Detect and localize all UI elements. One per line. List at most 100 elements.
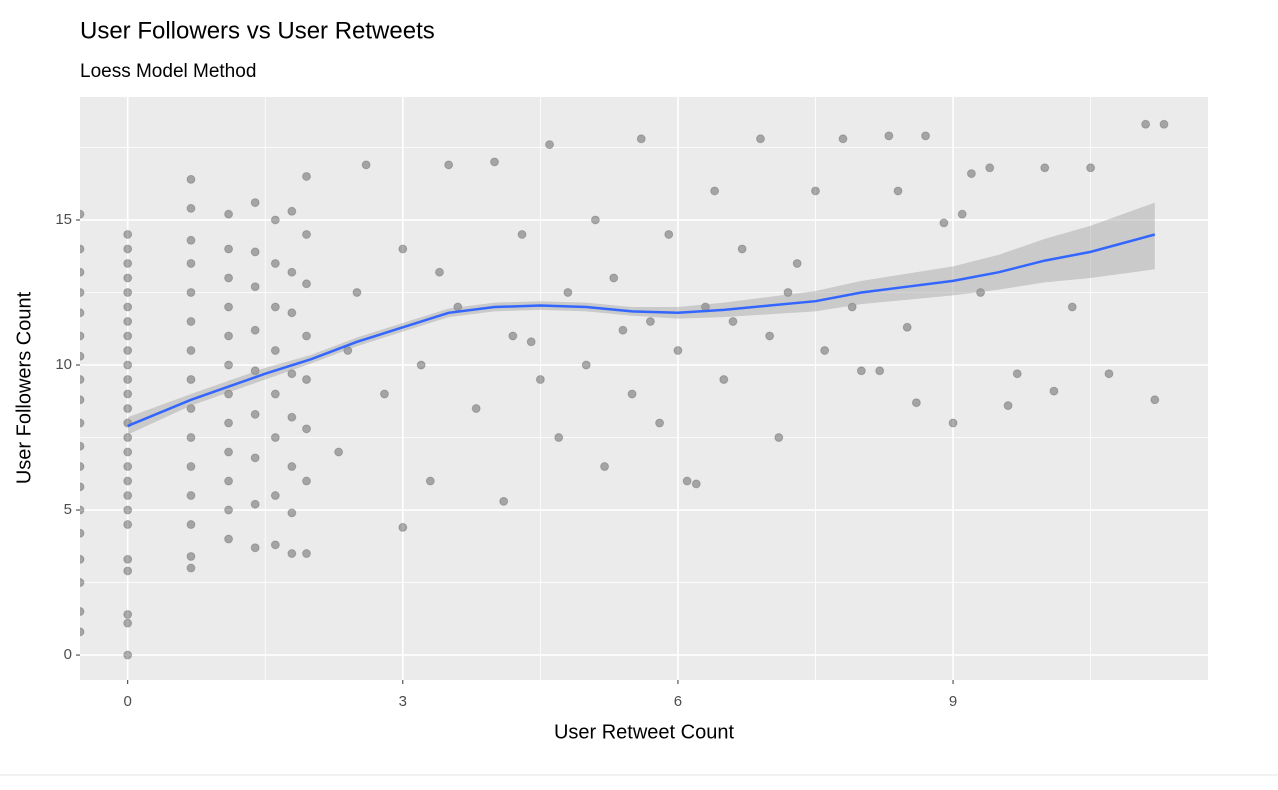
point — [224, 302, 234, 312]
point — [123, 375, 133, 385]
point — [123, 331, 133, 341]
point — [902, 322, 912, 332]
point — [361, 160, 371, 170]
point — [224, 447, 234, 457]
point — [302, 424, 312, 434]
point — [224, 418, 234, 428]
point — [270, 491, 280, 501]
point — [287, 412, 297, 422]
point — [123, 462, 133, 472]
point — [123, 505, 133, 515]
point — [80, 528, 85, 538]
point — [123, 491, 133, 501]
point — [590, 215, 600, 225]
point — [490, 157, 500, 167]
point — [719, 375, 729, 385]
x-axis-title: User Retweet Count — [554, 721, 735, 743]
point — [966, 169, 976, 179]
x-tick-label: 0 — [124, 693, 132, 710]
point — [123, 302, 133, 312]
point — [691, 479, 701, 489]
point — [526, 337, 536, 347]
point — [985, 163, 995, 173]
point — [80, 627, 85, 637]
point — [250, 366, 260, 376]
point — [856, 366, 866, 376]
point — [287, 308, 297, 318]
point — [123, 258, 133, 268]
point — [224, 505, 234, 515]
point — [416, 360, 426, 370]
point — [425, 476, 435, 486]
point — [352, 287, 362, 297]
point — [673, 346, 683, 356]
point — [80, 482, 85, 492]
point — [875, 366, 885, 376]
point — [270, 433, 280, 443]
point — [884, 131, 894, 141]
point — [535, 375, 545, 385]
x-tick-label: 6 — [674, 693, 682, 710]
point — [186, 287, 196, 297]
point — [270, 346, 280, 356]
point — [250, 499, 260, 509]
point — [710, 186, 720, 196]
point — [645, 316, 655, 326]
point — [123, 360, 133, 370]
point — [627, 389, 637, 399]
point — [80, 331, 85, 341]
point — [636, 134, 646, 144]
point — [80, 209, 85, 219]
point — [379, 389, 389, 399]
point — [1040, 163, 1050, 173]
point — [728, 316, 738, 326]
point — [250, 543, 260, 553]
smooth-line — [127, 233, 1156, 428]
point — [765, 331, 775, 341]
point — [545, 140, 555, 150]
point — [270, 302, 280, 312]
point — [921, 131, 931, 141]
point — [80, 441, 85, 451]
point — [893, 186, 903, 196]
point — [80, 418, 85, 428]
point — [302, 331, 312, 341]
point — [250, 247, 260, 257]
point — [939, 218, 949, 228]
point — [302, 279, 312, 289]
point — [186, 174, 196, 184]
point — [186, 462, 196, 472]
point — [186, 404, 196, 414]
point — [123, 447, 133, 457]
point — [80, 244, 85, 254]
point — [80, 287, 85, 297]
point — [581, 360, 591, 370]
point — [123, 650, 133, 660]
point — [838, 134, 848, 144]
point — [976, 287, 986, 297]
point — [287, 508, 297, 518]
point — [123, 433, 133, 443]
point — [655, 418, 665, 428]
point — [80, 554, 85, 564]
point — [847, 302, 857, 312]
point — [1012, 369, 1022, 379]
point — [250, 198, 260, 208]
point — [224, 360, 234, 370]
point — [224, 389, 234, 399]
point — [123, 520, 133, 530]
y-tick-label: 0 — [64, 646, 72, 663]
point — [334, 447, 344, 457]
point — [250, 453, 260, 463]
point — [123, 476, 133, 486]
point — [123, 609, 133, 619]
point — [600, 462, 610, 472]
point — [186, 346, 196, 356]
point — [123, 229, 133, 239]
point — [820, 346, 830, 356]
y-tick-label: 15 — [55, 211, 72, 228]
point — [80, 462, 85, 472]
point — [186, 203, 196, 213]
point — [554, 433, 564, 443]
point — [1141, 119, 1151, 129]
